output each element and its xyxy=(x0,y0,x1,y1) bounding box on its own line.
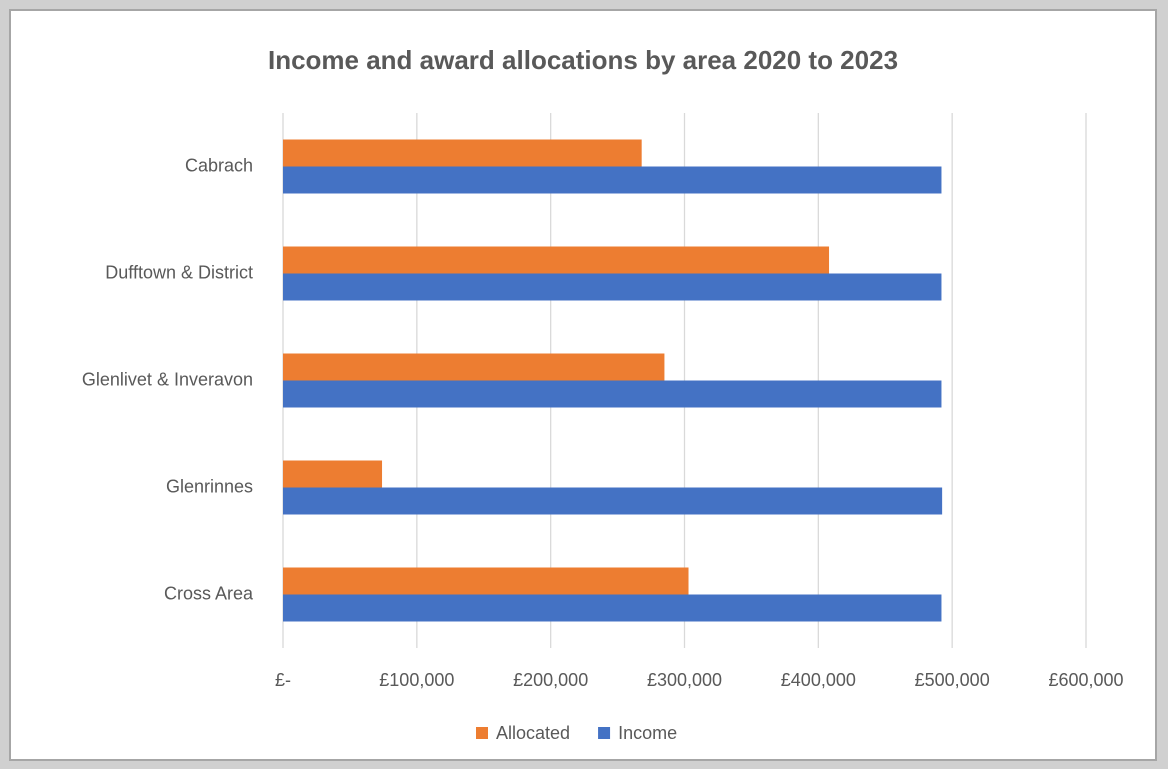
bar xyxy=(283,166,942,194)
bar xyxy=(283,380,942,408)
x-tick-label: £200,000 xyxy=(513,670,588,690)
y-tick-label: Cabrach xyxy=(185,155,253,175)
bar xyxy=(283,567,689,595)
bar xyxy=(283,353,665,381)
x-tick-label: £300,000 xyxy=(647,670,722,690)
x-tick-label: £400,000 xyxy=(781,670,856,690)
bar xyxy=(283,246,830,274)
x-tick-label: £- xyxy=(275,670,291,690)
bar xyxy=(283,487,943,515)
bar xyxy=(283,594,942,622)
y-tick-label: Cross Area xyxy=(164,583,254,603)
y-tick-label: Dufftown & District xyxy=(105,262,253,282)
x-tick-label: £600,000 xyxy=(1048,670,1123,690)
bar xyxy=(283,273,942,301)
chart-title: Income and award allocations by area 202… xyxy=(268,45,898,75)
legend-label: Income xyxy=(618,723,677,743)
bar xyxy=(283,460,383,488)
y-tick-label: Glenlivet & Inveravon xyxy=(82,369,253,389)
y-tick-label: Glenrinnes xyxy=(166,476,253,496)
legend-label: Allocated xyxy=(496,723,570,743)
x-tick-label: £100,000 xyxy=(379,670,454,690)
legend-swatch xyxy=(598,727,611,739)
bar xyxy=(283,139,642,167)
legend-swatch xyxy=(476,727,488,739)
x-tick-label: £500,000 xyxy=(915,670,990,690)
